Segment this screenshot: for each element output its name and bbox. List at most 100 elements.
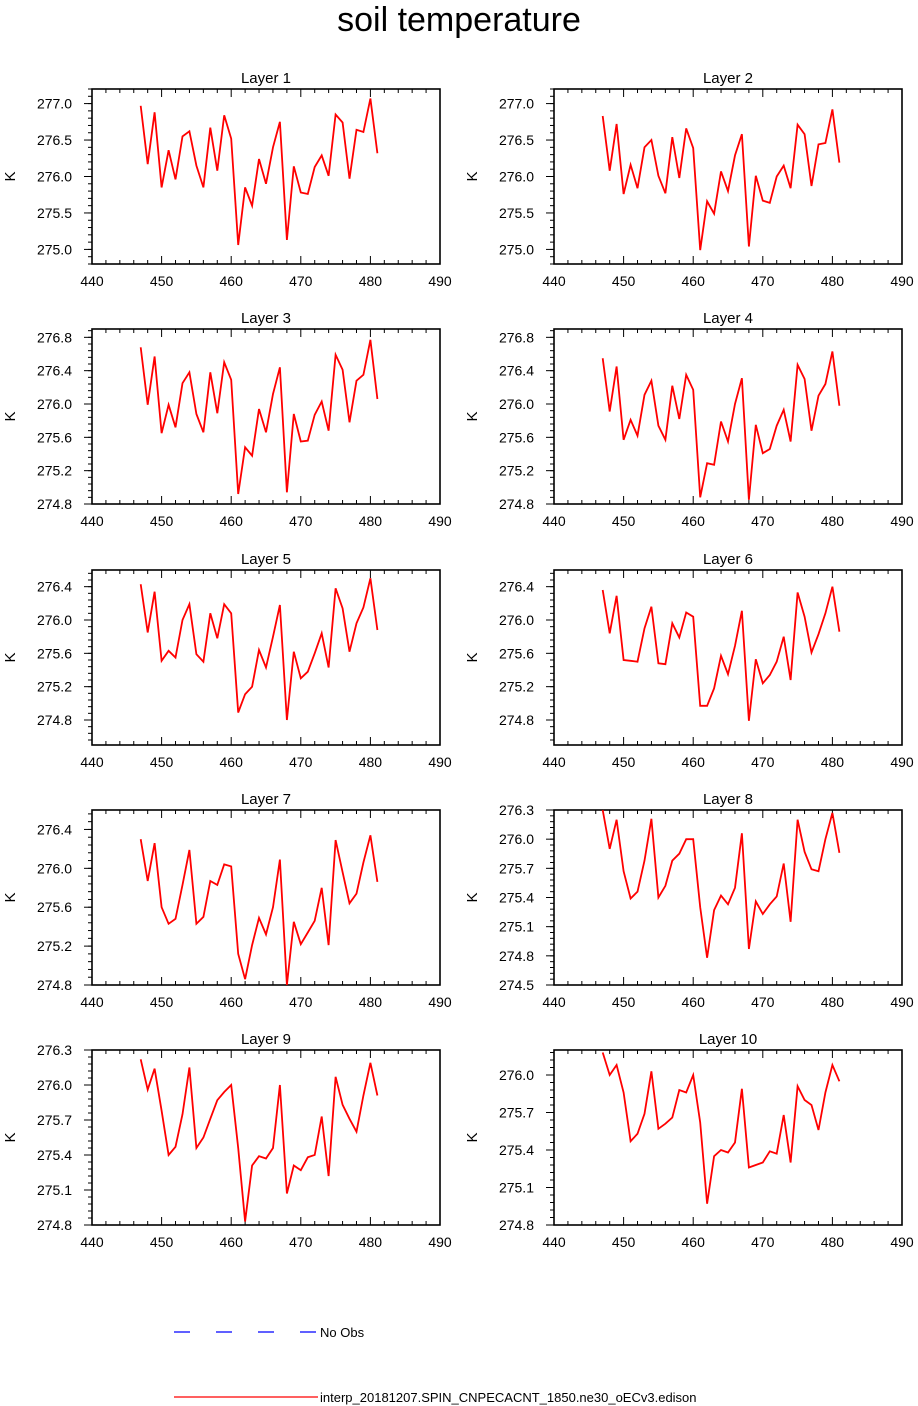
series-line-1 <box>139 339 379 495</box>
x-tick-label: 480 <box>821 273 845 289</box>
y-tick-label: 275.5 <box>499 205 534 221</box>
y-tick-label: 275.7 <box>499 1105 534 1121</box>
y-tick-label: 275.7 <box>499 860 534 876</box>
legend-model-label: interp_20181207.SPIN_CNPECACNT_1850.ne30… <box>320 1390 697 1405</box>
y-axis-label: K <box>464 171 481 181</box>
panel-title: Layer 7 <box>241 791 291 808</box>
y-tick-label: 276.0 <box>499 612 534 628</box>
series-line-1 <box>601 1052 841 1204</box>
y-tick-label: 277.0 <box>499 96 534 112</box>
x-tick-label: 470 <box>289 1234 313 1250</box>
x-tick-label: 480 <box>821 994 845 1010</box>
panel-title: Layer 9 <box>241 1031 291 1048</box>
series-line-1 <box>601 809 841 958</box>
series-line-1 <box>601 351 841 500</box>
x-tick-label: 470 <box>751 1234 775 1250</box>
y-tick-label: 275.0 <box>499 241 534 257</box>
x-tick-label: 470 <box>751 273 775 289</box>
chart-panel-6: Layer 6 440 450 460 470 480 490 274.8 275.2 275.6… <box>464 551 914 770</box>
x-tick-label: 470 <box>751 754 775 770</box>
series-line-1 <box>139 98 379 246</box>
panel-title: Layer 2 <box>703 70 753 87</box>
plot-frame <box>553 88 903 265</box>
y-tick-label: 276.4 <box>499 579 534 595</box>
x-tick-label: 450 <box>150 1234 174 1250</box>
series-line-1 <box>139 1059 379 1222</box>
y-tick-label: 276.5 <box>499 132 534 148</box>
y-tick-label: 275.2 <box>37 679 72 695</box>
x-tick-label: 440 <box>542 754 566 770</box>
plot-frame <box>553 328 903 505</box>
x-tick-label: 480 <box>359 994 383 1010</box>
chart-panel-5: Layer 5 440 450 460 470 480 490 274.8 275.2 275.6… <box>2 551 452 770</box>
y-tick-label: 276.0 <box>499 396 534 412</box>
x-tick-label: 440 <box>80 513 104 529</box>
x-tick-label: 460 <box>682 994 706 1010</box>
y-tick-label: 276.8 <box>499 329 534 345</box>
x-tick-label: 460 <box>220 513 244 529</box>
x-tick-label: 470 <box>289 273 313 289</box>
x-tick-label: 490 <box>890 1234 914 1250</box>
y-tick-label: 274.8 <box>499 1217 534 1233</box>
x-tick-label: 460 <box>682 754 706 770</box>
y-tick-label: 274.8 <box>37 977 72 993</box>
x-tick-label: 480 <box>359 754 383 770</box>
x-tick-label: 480 <box>821 754 845 770</box>
x-tick-label: 490 <box>428 994 452 1010</box>
y-tick-label: 275.4 <box>37 1147 72 1163</box>
x-tick-label: 440 <box>80 994 104 1010</box>
y-tick-label: 274.8 <box>499 496 534 512</box>
y-tick-label: 274.8 <box>499 712 534 728</box>
y-tick-label: 275.4 <box>499 1142 534 1158</box>
x-tick-label: 450 <box>612 754 636 770</box>
y-tick-label: 276.5 <box>37 132 72 148</box>
y-tick-label: 275.2 <box>37 463 72 479</box>
y-tick-label: 276.0 <box>499 1067 534 1083</box>
x-tick-label: 460 <box>220 1234 244 1250</box>
x-tick-label: 440 <box>80 754 104 770</box>
y-tick-label: 276.0 <box>37 1077 72 1093</box>
x-tick-label: 490 <box>890 273 914 289</box>
y-tick-label: 275.6 <box>499 645 534 661</box>
plot-frame <box>91 88 441 265</box>
y-tick-label: 277.0 <box>37 96 72 112</box>
y-tick-label: 276.8 <box>37 329 72 345</box>
panel-title: Layer 3 <box>241 310 291 327</box>
y-tick-label: 276.4 <box>37 579 72 595</box>
x-tick-label: 460 <box>682 1234 706 1250</box>
x-tick-label: 470 <box>289 754 313 770</box>
series-line-1 <box>601 109 841 251</box>
y-tick-label: 276.0 <box>37 860 72 876</box>
y-tick-label: 275.5 <box>37 205 72 221</box>
chart-panel-3: Layer 3 440 450 460 470 480 490 274.8 275.2 275.6… <box>2 310 452 529</box>
x-tick-label: 490 <box>428 754 452 770</box>
panel-title: Layer 10 <box>699 1031 757 1048</box>
x-tick-label: 470 <box>751 513 775 529</box>
x-tick-label: 490 <box>428 273 452 289</box>
y-tick-label: 275.1 <box>499 919 534 935</box>
plot-frame <box>553 569 903 746</box>
x-tick-label: 440 <box>80 1234 104 1250</box>
x-tick-label: 450 <box>150 273 174 289</box>
plot-frame <box>553 1049 903 1226</box>
x-tick-label: 450 <box>150 754 174 770</box>
y-axis-label: K <box>2 1132 19 1142</box>
y-tick-label: 275.2 <box>37 938 72 954</box>
x-tick-label: 450 <box>150 513 174 529</box>
y-tick-label: 274.8 <box>37 712 72 728</box>
chart-panel-8: Layer 8 440 450 460 470 480 490 274.5 274.8 275.1… <box>464 791 914 1010</box>
legend: No Obs interp_20181207.SPIN_CNPECACNT_18… <box>174 1325 697 1405</box>
x-tick-label: 470 <box>751 994 775 1010</box>
x-tick-label: 490 <box>890 994 914 1010</box>
x-tick-label: 470 <box>289 994 313 1010</box>
y-tick-label: 275.1 <box>499 1180 534 1196</box>
chart-panels: Layer 1 440 450 460 470 480 490 275.0 275.5 276.0… <box>2 70 914 1250</box>
chart-panel-2: Layer 2 440 450 460 470 480 490 275.0 275.5 276.0… <box>464 70 914 289</box>
y-tick-label: 275.4 <box>499 890 534 906</box>
y-tick-label: 274.8 <box>499 948 534 964</box>
y-tick-label: 274.5 <box>499 977 534 993</box>
x-tick-label: 440 <box>542 273 566 289</box>
y-axis-label: K <box>2 411 19 421</box>
panel-title: Layer 5 <box>241 551 291 568</box>
